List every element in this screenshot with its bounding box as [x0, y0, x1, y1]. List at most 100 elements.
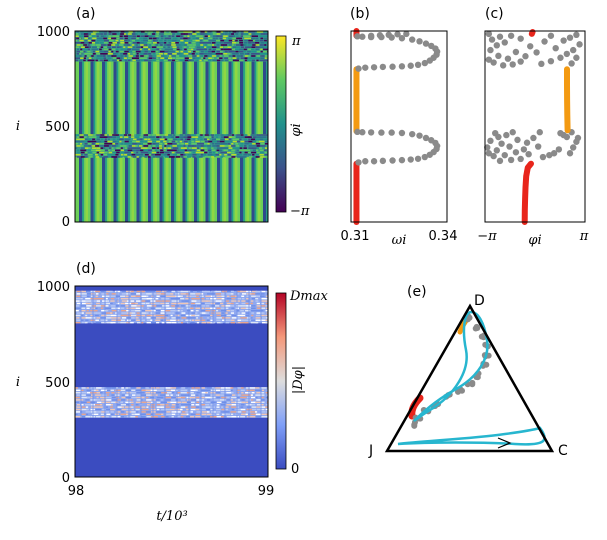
panel-a-cell — [215, 153, 221, 156]
panel-a-cell — [120, 147, 123, 149]
panel-a-cell — [164, 48, 169, 51]
panel-d-cell — [136, 394, 143, 396]
panel-d-cell — [240, 307, 247, 309]
panel-a-cell — [84, 147, 90, 149]
panel-a-cell — [143, 149, 149, 152]
panel-d-cell — [110, 297, 115, 300]
panel-a-cell — [132, 156, 137, 158]
panel-a-cell — [111, 153, 116, 156]
panel-a-cell — [88, 136, 94, 138]
panel-d-cell — [205, 392, 208, 394]
panel-a-cell — [243, 138, 248, 141]
panel-a-cell — [87, 59, 93, 62]
panel-d-cell — [206, 319, 210, 321]
panel-a-cell — [243, 50, 246, 53]
panel-d-cell — [160, 394, 167, 396]
panel-c-label: (c) — [485, 6, 504, 22]
panel-d-cell — [245, 401, 249, 404]
panel-a-cell — [135, 145, 138, 147]
panel-a-cell — [120, 39, 125, 42]
panel-d-cell — [260, 290, 266, 293]
panel-d-cell — [141, 406, 146, 408]
panel-d-cell — [201, 321, 207, 324]
panel-d-cell — [156, 399, 160, 401]
panel-d-cell — [256, 404, 263, 406]
panel-d-cell — [155, 302, 160, 305]
panel-a-cell — [119, 59, 122, 62]
panel-a-cell — [179, 35, 183, 37]
panel-d-cell — [250, 416, 257, 418]
panel-a-cell — [259, 46, 264, 48]
panel-d-cell — [81, 314, 84, 317]
panel-a-cell — [152, 57, 156, 59]
panel-a-stripe-edge — [93, 157, 96, 222]
panel-a-stripe — [228, 61, 232, 135]
panel-a-cell — [136, 31, 142, 33]
panel-d-cell — [231, 297, 236, 300]
panel-c-point — [525, 150, 532, 158]
panel-a-cell — [255, 57, 260, 59]
panel-a-cell — [83, 145, 89, 147]
panel-c-point — [504, 55, 512, 62]
panel-a-cell — [116, 46, 122, 48]
panel-d-cell — [120, 305, 126, 307]
panel-a-cell — [212, 53, 217, 55]
panel-a-cell — [236, 145, 240, 147]
panel-d-cell — [155, 309, 161, 312]
panel-a-cell — [135, 44, 138, 46]
panel-a-cell — [264, 44, 267, 46]
panel-d-cell — [185, 302, 190, 305]
panel-a-cell — [240, 33, 244, 35]
panel-a-stripe — [148, 157, 152, 222]
panel-a-cell — [207, 42, 212, 44]
panel-a-cell — [108, 33, 112, 35]
panel-a-cell — [159, 142, 163, 145]
panel-d-cell — [220, 321, 223, 324]
panel-a-cell — [184, 142, 189, 145]
panel-a-stripe-edge — [105, 157, 107, 222]
panel-d-cell — [260, 408, 265, 411]
panel-d-cell — [186, 399, 194, 401]
panel-d-cell — [210, 317, 214, 319]
panel-a-cell — [135, 48, 142, 51]
panel-d-cell — [161, 413, 164, 416]
panel-d-cell — [190, 396, 196, 399]
panel-d-cell — [235, 401, 242, 404]
panel-d-cell — [200, 399, 205, 401]
panel-a-cell — [268, 139, 272, 141]
panel-d-ytick-500: 500 — [45, 376, 70, 391]
panel-d-cell — [226, 293, 233, 295]
panel-a-cell — [143, 57, 148, 59]
panel-d-cell — [226, 314, 232, 317]
panel-a-cell — [103, 33, 107, 35]
panel-a-cell — [248, 46, 254, 48]
panel-b-point — [362, 64, 369, 71]
panel-d-cell — [236, 389, 240, 392]
panel-a-cell — [120, 48, 124, 51]
panel-a-cell — [88, 46, 91, 48]
panel-d-cell — [150, 396, 155, 399]
panel-d-cell — [231, 300, 235, 302]
panel-d-cell — [106, 314, 112, 317]
panel-d-cell — [101, 314, 108, 317]
panel-a-cell — [235, 48, 241, 51]
panel-d-cell — [265, 319, 268, 321]
panel-b-point — [416, 38, 423, 45]
panel-a-cell — [191, 35, 195, 37]
panel-a-cell — [192, 39, 198, 42]
panel-c-point — [507, 156, 515, 164]
panel-a-cell — [175, 42, 179, 44]
panel-d-cell — [260, 319, 266, 321]
panel-a-cell — [107, 142, 114, 145]
panel-d-cell — [120, 399, 126, 401]
panel-a-cell — [92, 151, 98, 154]
panel-a-cell — [171, 140, 176, 143]
panel-a-cell — [180, 149, 186, 152]
panel-b-point — [379, 63, 387, 71]
panel-d-cell — [251, 295, 258, 297]
panel-d-cell — [251, 404, 256, 406]
panel-a-cell — [176, 33, 181, 35]
panel-d-cell — [216, 396, 221, 399]
panel-a-cell — [100, 149, 106, 152]
panel-a-cell — [116, 55, 123, 57]
